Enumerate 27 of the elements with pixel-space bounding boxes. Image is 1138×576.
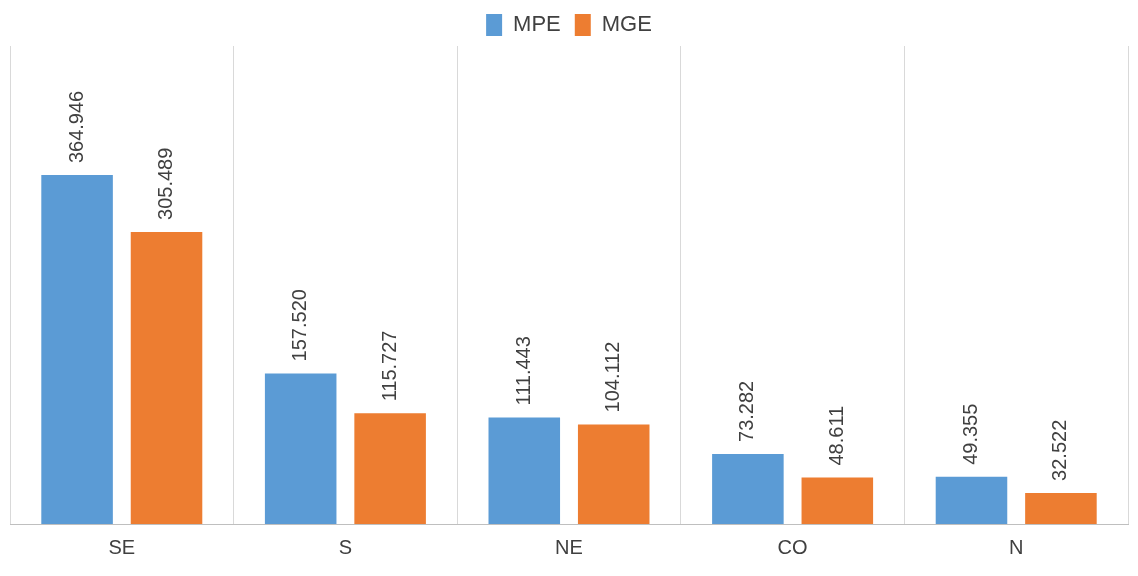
data-label: 305.489 xyxy=(154,147,177,220)
bar xyxy=(354,413,426,524)
legend-label: MGE xyxy=(601,11,652,37)
data-label: 32.522 xyxy=(1048,419,1071,481)
legend-label: MPE xyxy=(513,11,561,37)
bar xyxy=(577,424,650,524)
data-label: 115.727 xyxy=(377,330,400,402)
bar xyxy=(935,476,1008,524)
bar xyxy=(264,373,337,524)
data-label: 104.112 xyxy=(601,341,624,413)
data-label: 157.520 xyxy=(288,289,311,362)
bar xyxy=(130,231,203,524)
x-tick-label: CO xyxy=(777,535,808,558)
bar xyxy=(488,417,561,524)
data-label: 364.946 xyxy=(64,90,87,164)
bar xyxy=(801,477,874,524)
bar xyxy=(41,175,113,524)
x-tick-label: S xyxy=(338,535,353,558)
bar xyxy=(712,453,784,524)
data-label: 49.355 xyxy=(959,403,981,465)
data-label: 48.611 xyxy=(824,405,847,466)
x-tick-label: SE xyxy=(108,535,136,558)
data-label: 73.282 xyxy=(735,380,758,442)
x-tick-label: NE xyxy=(555,535,583,558)
bar xyxy=(1025,492,1097,524)
data-label: 111.443 xyxy=(511,336,534,406)
x-tick-label: N xyxy=(1008,535,1024,558)
